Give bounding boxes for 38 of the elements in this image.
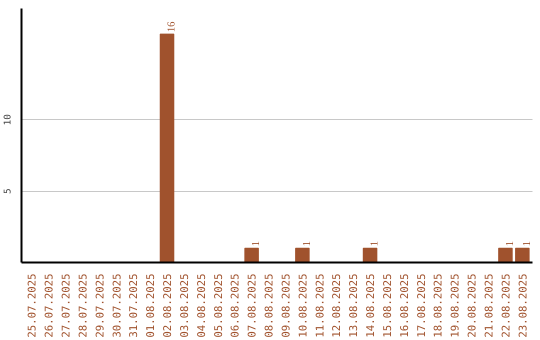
x-tick-label: 17.08.2025 (414, 274, 428, 338)
y-tick-label: 10 (2, 114, 14, 126)
data-label: 1 (522, 240, 533, 246)
x-tick-label: 03.08.2025 (178, 274, 191, 338)
x-tick-label: 31.07.2025 (127, 274, 140, 338)
x-tick-label: 05.08.2025 (212, 274, 225, 338)
x-tick-label: 18.08.2025 (432, 274, 445, 338)
data-label: 16 (166, 20, 178, 32)
x-tick-label: 25.07.2025 (26, 274, 39, 338)
x-tick-label: 09.08.2025 (279, 274, 292, 338)
x-tick-label: 01.08.2025 (144, 274, 158, 338)
x-tick-label: 02.08.2025 (161, 274, 174, 338)
x-tick-label: 04.08.2025 (194, 274, 208, 338)
x-tick-label: 06.08.2025 (228, 274, 242, 338)
x-tick-label: 07.08.2025 (246, 274, 259, 338)
y-tick-label: 5 (2, 188, 14, 194)
data-label: 1 (504, 240, 516, 246)
x-tick-label: 30.07.2025 (110, 274, 124, 338)
x-tick-label: 21.08.2025 (482, 274, 496, 338)
x-tick-label: 27.07.2025 (59, 274, 72, 338)
x-tick-label: 10.08.2025 (296, 274, 310, 338)
x-tick-label: 12.08.2025 (330, 274, 344, 338)
x-tick-label: 23.08.2025 (516, 274, 530, 338)
x-tick-label: 19.08.2025 (448, 274, 462, 338)
data-label: 1 (302, 240, 313, 246)
x-tick-label: 11.08.2025 (313, 274, 326, 338)
x-tick-label: 08.08.2025 (262, 274, 276, 338)
data-label: 1 (251, 240, 262, 246)
x-tick-label: 15.08.2025 (380, 274, 394, 338)
x-tick-label: 14.08.2025 (364, 274, 378, 338)
x-tick-label: 26.07.2025 (42, 274, 56, 338)
x-tick-label: 20.08.2025 (466, 274, 479, 338)
data-label: 1 (370, 240, 381, 246)
x-tick-label: 29.07.2025 (93, 274, 106, 338)
x-tick-label: 13.08.2025 (347, 274, 360, 338)
x-tick-label: 16.08.2025 (398, 274, 411, 338)
x-tick-label: 28.07.2025 (76, 274, 90, 338)
x-tick-label: 22.08.2025 (499, 274, 512, 338)
